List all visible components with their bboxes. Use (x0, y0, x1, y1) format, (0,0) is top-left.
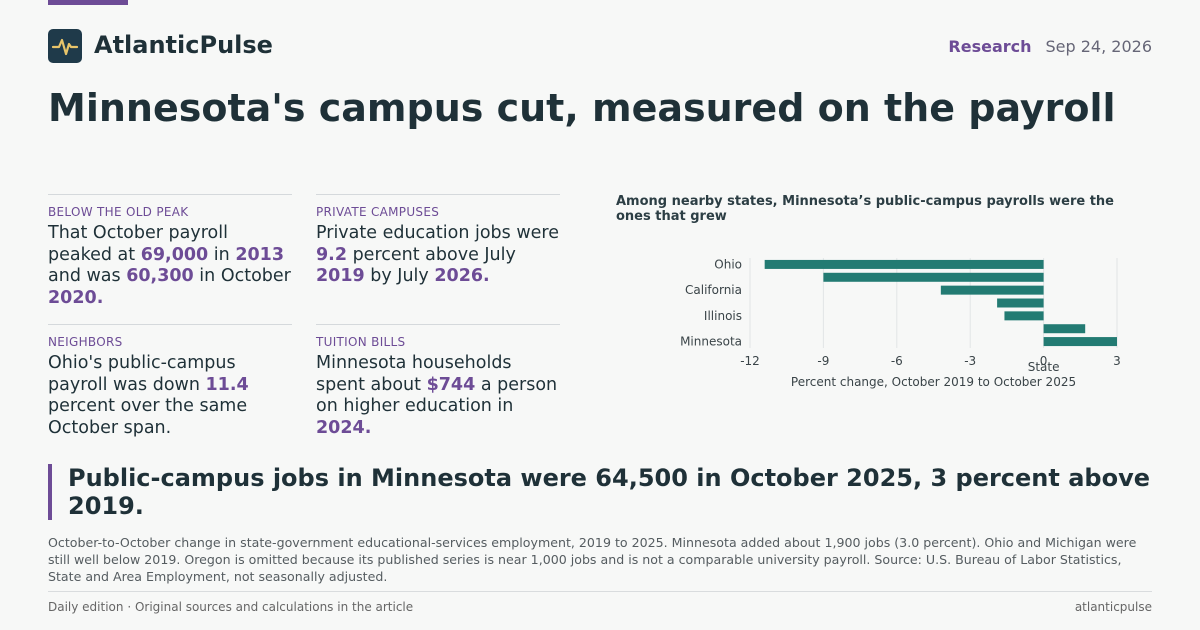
y-tick-label: Minnesota (680, 335, 742, 349)
fact-highlight: 60,300 (126, 266, 194, 286)
fact-label: BELOW THE OLD PEAK (48, 205, 189, 219)
fact-text-part: percent above July (347, 244, 516, 265)
fact-label: TUITION BILLS (316, 335, 406, 349)
x-tick-label: -9 (817, 354, 829, 368)
bar (1043, 337, 1117, 347)
fact-text-part: That October payroll peaked at (48, 223, 228, 265)
fact-text-part: percent over the same October span. (48, 396, 248, 438)
fact-highlight: 9.2 (316, 244, 348, 265)
y-axis-label: State (1028, 360, 1060, 374)
fact-text-part: Private education jobs were (316, 223, 559, 243)
x-tick-label: -12 (740, 354, 760, 368)
footer-right: atlanticpulse (1074, 600, 1152, 614)
fact-highlight: 2013 (235, 244, 285, 265)
fact-highlight: 2024. (316, 417, 372, 438)
fact-text-part: in (208, 244, 236, 265)
fact-highlight: 69,000 (140, 244, 209, 265)
chart-title: Among nearby states, Minnesota’s public-… (616, 194, 1114, 224)
fact-label: NEIGHBORS (48, 335, 123, 349)
fact-text-part: in October (193, 266, 291, 286)
fact-text: Minnesota households spent about $744 a … (316, 353, 560, 439)
divider (48, 591, 1152, 592)
fact-text-part: by July (364, 266, 435, 286)
fact-highlight: $744 (426, 374, 476, 395)
bar (1043, 324, 1086, 334)
section-link[interactable]: Research (948, 37, 1032, 56)
fact-text: Ohio's public-campus payroll was down 11… (48, 353, 292, 439)
footer-left: Daily edition · Original sources and cal… (48, 600, 414, 614)
fact-text: That October payroll peaked at 69,000 in… (48, 223, 292, 309)
x-tick-label: 0 (1040, 354, 1048, 368)
bar (823, 272, 1044, 282)
fact-highlight: 2026. (434, 266, 490, 286)
fact-card: NEIGHBORS Ohio's public-campus payroll wa… (48, 324, 292, 439)
fact-text: Private education jobs were 9.2 percent … (316, 223, 560, 288)
fact-text-part: Ohio's public-campus payroll was down (48, 353, 236, 395)
fact-card: BELOW THE OLD PEAK That October payroll p… (48, 194, 292, 309)
note: October-to-October change in state-gover… (48, 535, 1137, 584)
fact-highlight: 2019 (316, 266, 365, 286)
bar (997, 298, 1044, 308)
x-tick-label: -3 (964, 354, 976, 368)
accent-bar (48, 0, 128, 5)
fact-card: TUITION BILLS Minnesota households spent … (316, 324, 560, 439)
fact-text-part: and was (48, 266, 127, 286)
fact-highlight: 11.4 (205, 374, 249, 395)
date: Sep 24, 2026 (1045, 37, 1153, 56)
fact-card: PRIVATE CAMPUSES Private education jobs w… (316, 194, 560, 288)
x-axis-label: Percent change, October 2019 to October … (791, 375, 1076, 389)
bar (764, 259, 1044, 269)
bar (940, 285, 1044, 295)
meta: Research Sep 24, 2026 (948, 37, 1152, 56)
bar (1004, 311, 1044, 321)
y-tick-label: Illinois (704, 309, 742, 323)
x-tick-label: -6 (891, 354, 903, 368)
fact-highlight: 2020. (48, 287, 104, 308)
fact-text-part: Minnesota households spent about (316, 353, 512, 395)
logo (48, 29, 82, 63)
fact-label: PRIVATE CAMPUSES (316, 205, 440, 219)
x-tick-label: 3 (1113, 354, 1121, 368)
fact-text-part: a person on higher education in (316, 374, 558, 417)
brand: AtlanticPulse (94, 31, 273, 59)
y-tick-label: California (685, 283, 742, 297)
chart: -12 -9 -6 -3 0 3 Ohio California Illinois Minneso… (680, 257, 1121, 389)
y-tick-label: Ohio (714, 257, 742, 271)
callout: Public-campus jobs in Minnesota were 64,… (48, 464, 1152, 520)
headline: Minnesota's campus cut, measured on the … (48, 86, 1116, 130)
